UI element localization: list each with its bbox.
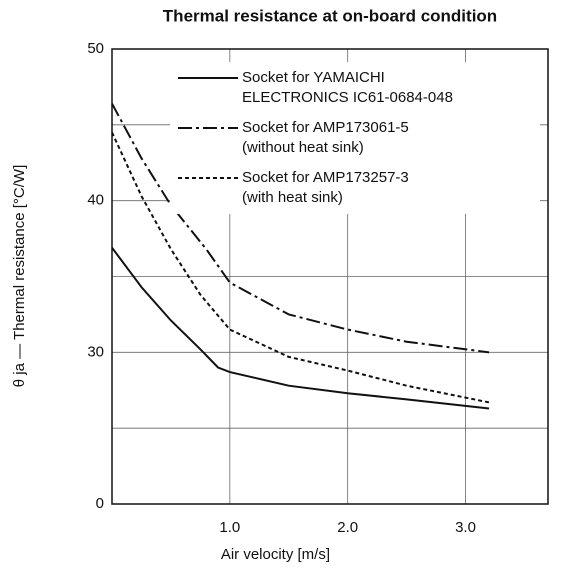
legend-label: Socket for AMP173061-5 (without heat sink… xyxy=(242,119,409,156)
x-tick-label: 3.0 xyxy=(455,519,476,536)
y-tick-label: 40 xyxy=(87,192,104,209)
y-tick-label: 50 xyxy=(87,40,104,57)
plot-frame xyxy=(111,48,549,505)
x-tick-label: 2.0 xyxy=(337,519,358,536)
y-axis-label: θ ja — Thermal resistance [°C/W] xyxy=(11,165,28,387)
x-tick-label: 1.0 xyxy=(219,519,240,536)
line xyxy=(111,103,490,354)
line xyxy=(111,247,490,410)
y-tick-label: 30 xyxy=(87,343,104,360)
legend-label: Socket for AMP173257-3 (with heat sink) xyxy=(242,169,409,206)
legend-label: Socket for YAMAICHI ELECTRONICS IC61-0684… xyxy=(242,69,453,106)
x-axis-label: Air velocity [m/s] xyxy=(221,546,330,563)
y-tick-label: 0 xyxy=(96,495,104,512)
chart-title: Thermal resistance at on-board condition xyxy=(163,6,497,25)
legend-box xyxy=(170,62,540,214)
